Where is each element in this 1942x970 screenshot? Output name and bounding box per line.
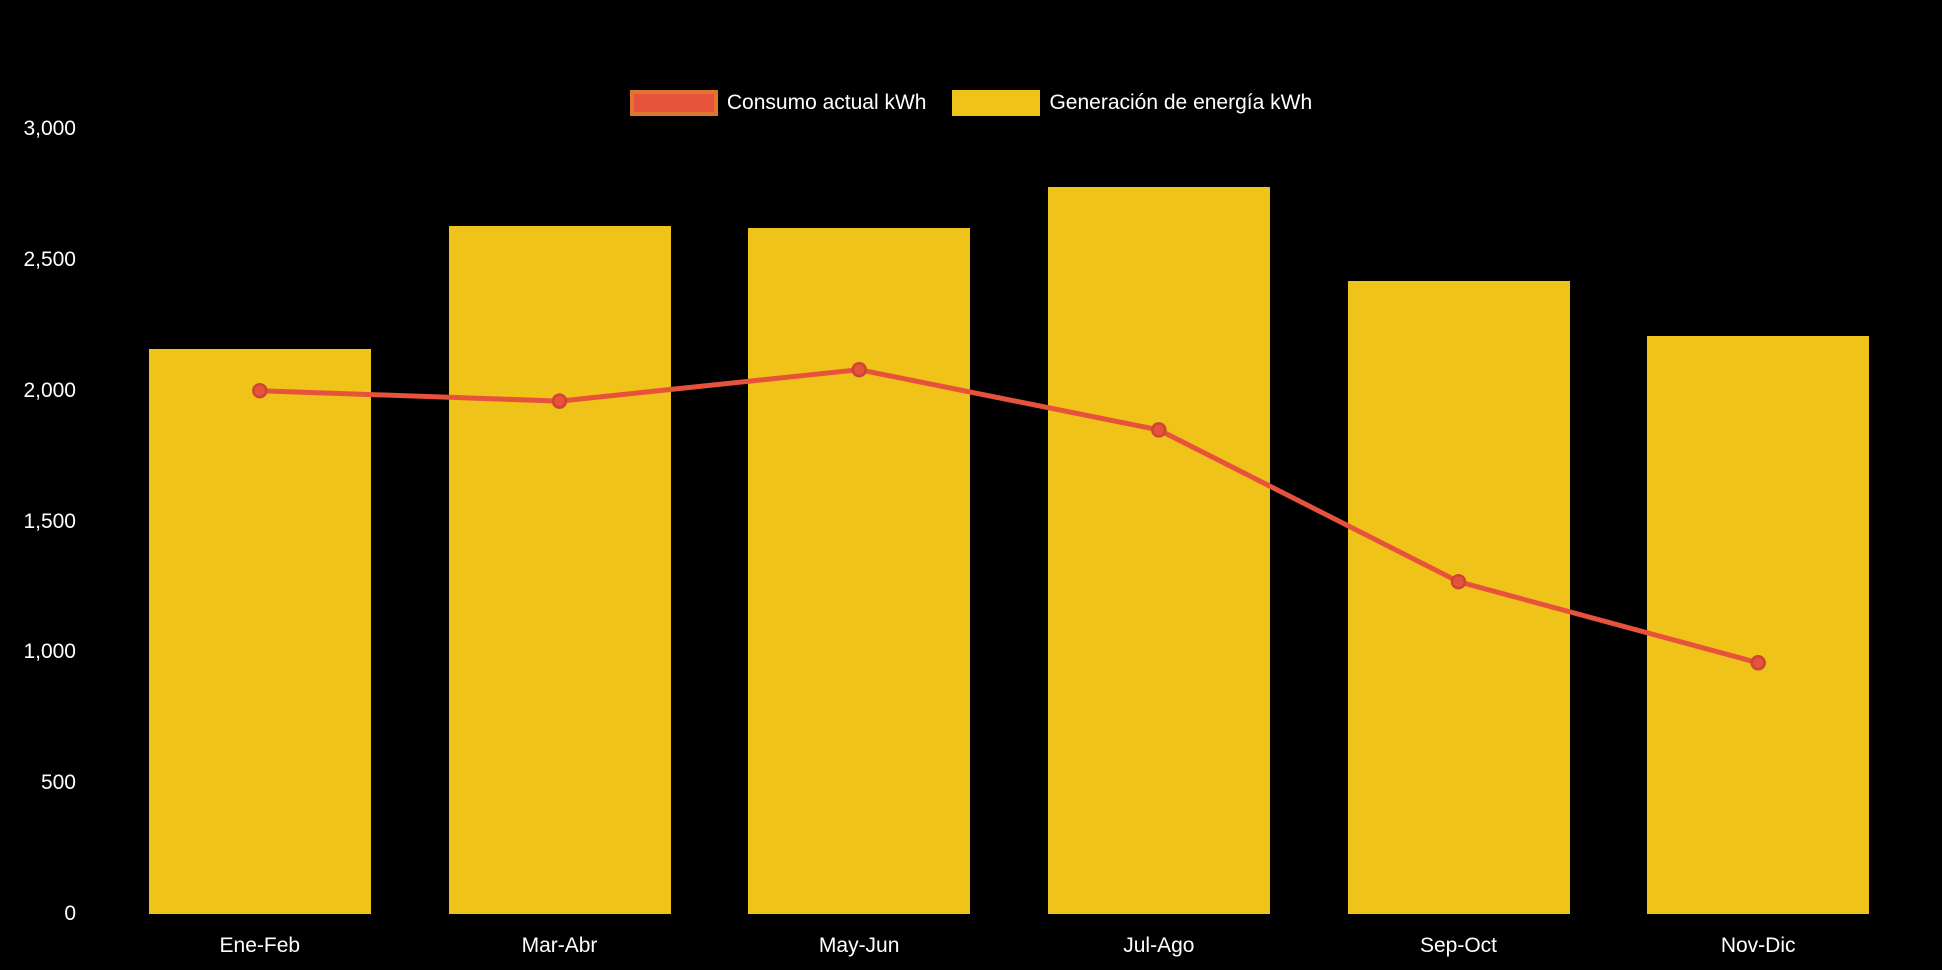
legend-item-generacion[interactable]: Generación de energía kWh	[952, 90, 1312, 116]
legend-swatch-generacion	[952, 90, 1041, 116]
y-axis-tick-label: 2,500	[23, 247, 76, 271]
bar-nov-dic[interactable]	[1647, 335, 1870, 914]
x-axis-label-mar-abr: Mar-Abr	[521, 934, 598, 957]
x-axis-label-nov-dic: Nov-Dic	[1720, 934, 1796, 957]
line-point-ene-feb[interactable]	[252, 382, 268, 399]
legend-item-consumo[interactable]: Consumo actual kWh	[629, 90, 927, 116]
line-point-may-jun[interactable]	[851, 361, 867, 378]
bar-ene-feb[interactable]	[148, 348, 371, 914]
legend-swatch-consumo	[629, 90, 718, 116]
y-axis-tick-label: 1,000	[23, 640, 76, 664]
y-axis-tick-label: 3,000	[23, 117, 76, 140]
line-point-mar-abr[interactable]	[551, 393, 568, 409]
chart-legend: Consumo actual kWh Generación de energía…	[0, 90, 1942, 116]
x-axis-label-sep-oct: Sep-Oct	[1419, 934, 1498, 957]
line-point-jul-ago[interactable]	[1151, 422, 1167, 438]
bar-jul-ago[interactable]	[1047, 186, 1270, 914]
x-axis-label-jul-ago: Jul-Ago	[1123, 934, 1195, 957]
x-axis-label-ene-feb: Ene-Feb	[219, 934, 301, 957]
y-axis-tick-label: 500	[40, 771, 76, 795]
bar-mar-abr[interactable]	[448, 225, 671, 914]
y-axis-tick-label: 1,500	[23, 509, 76, 533]
legend-label-generacion: Generación de energía kWh	[1049, 91, 1313, 114]
y-axis-tick-label: 2,000	[23, 378, 76, 402]
bar-may-jun[interactable]	[748, 228, 971, 914]
x-axis-label-may-jun: May-Jun	[818, 934, 900, 957]
y-axis-tick-label: 0	[64, 902, 76, 925]
line-point-nov-dic[interactable]	[1750, 655, 1766, 671]
line-point-sep-oct[interactable]	[1450, 573, 1467, 590]
bar-sep-oct[interactable]	[1347, 280, 1570, 914]
legend-label-consumo: Consumo actual kWh	[726, 91, 927, 114]
